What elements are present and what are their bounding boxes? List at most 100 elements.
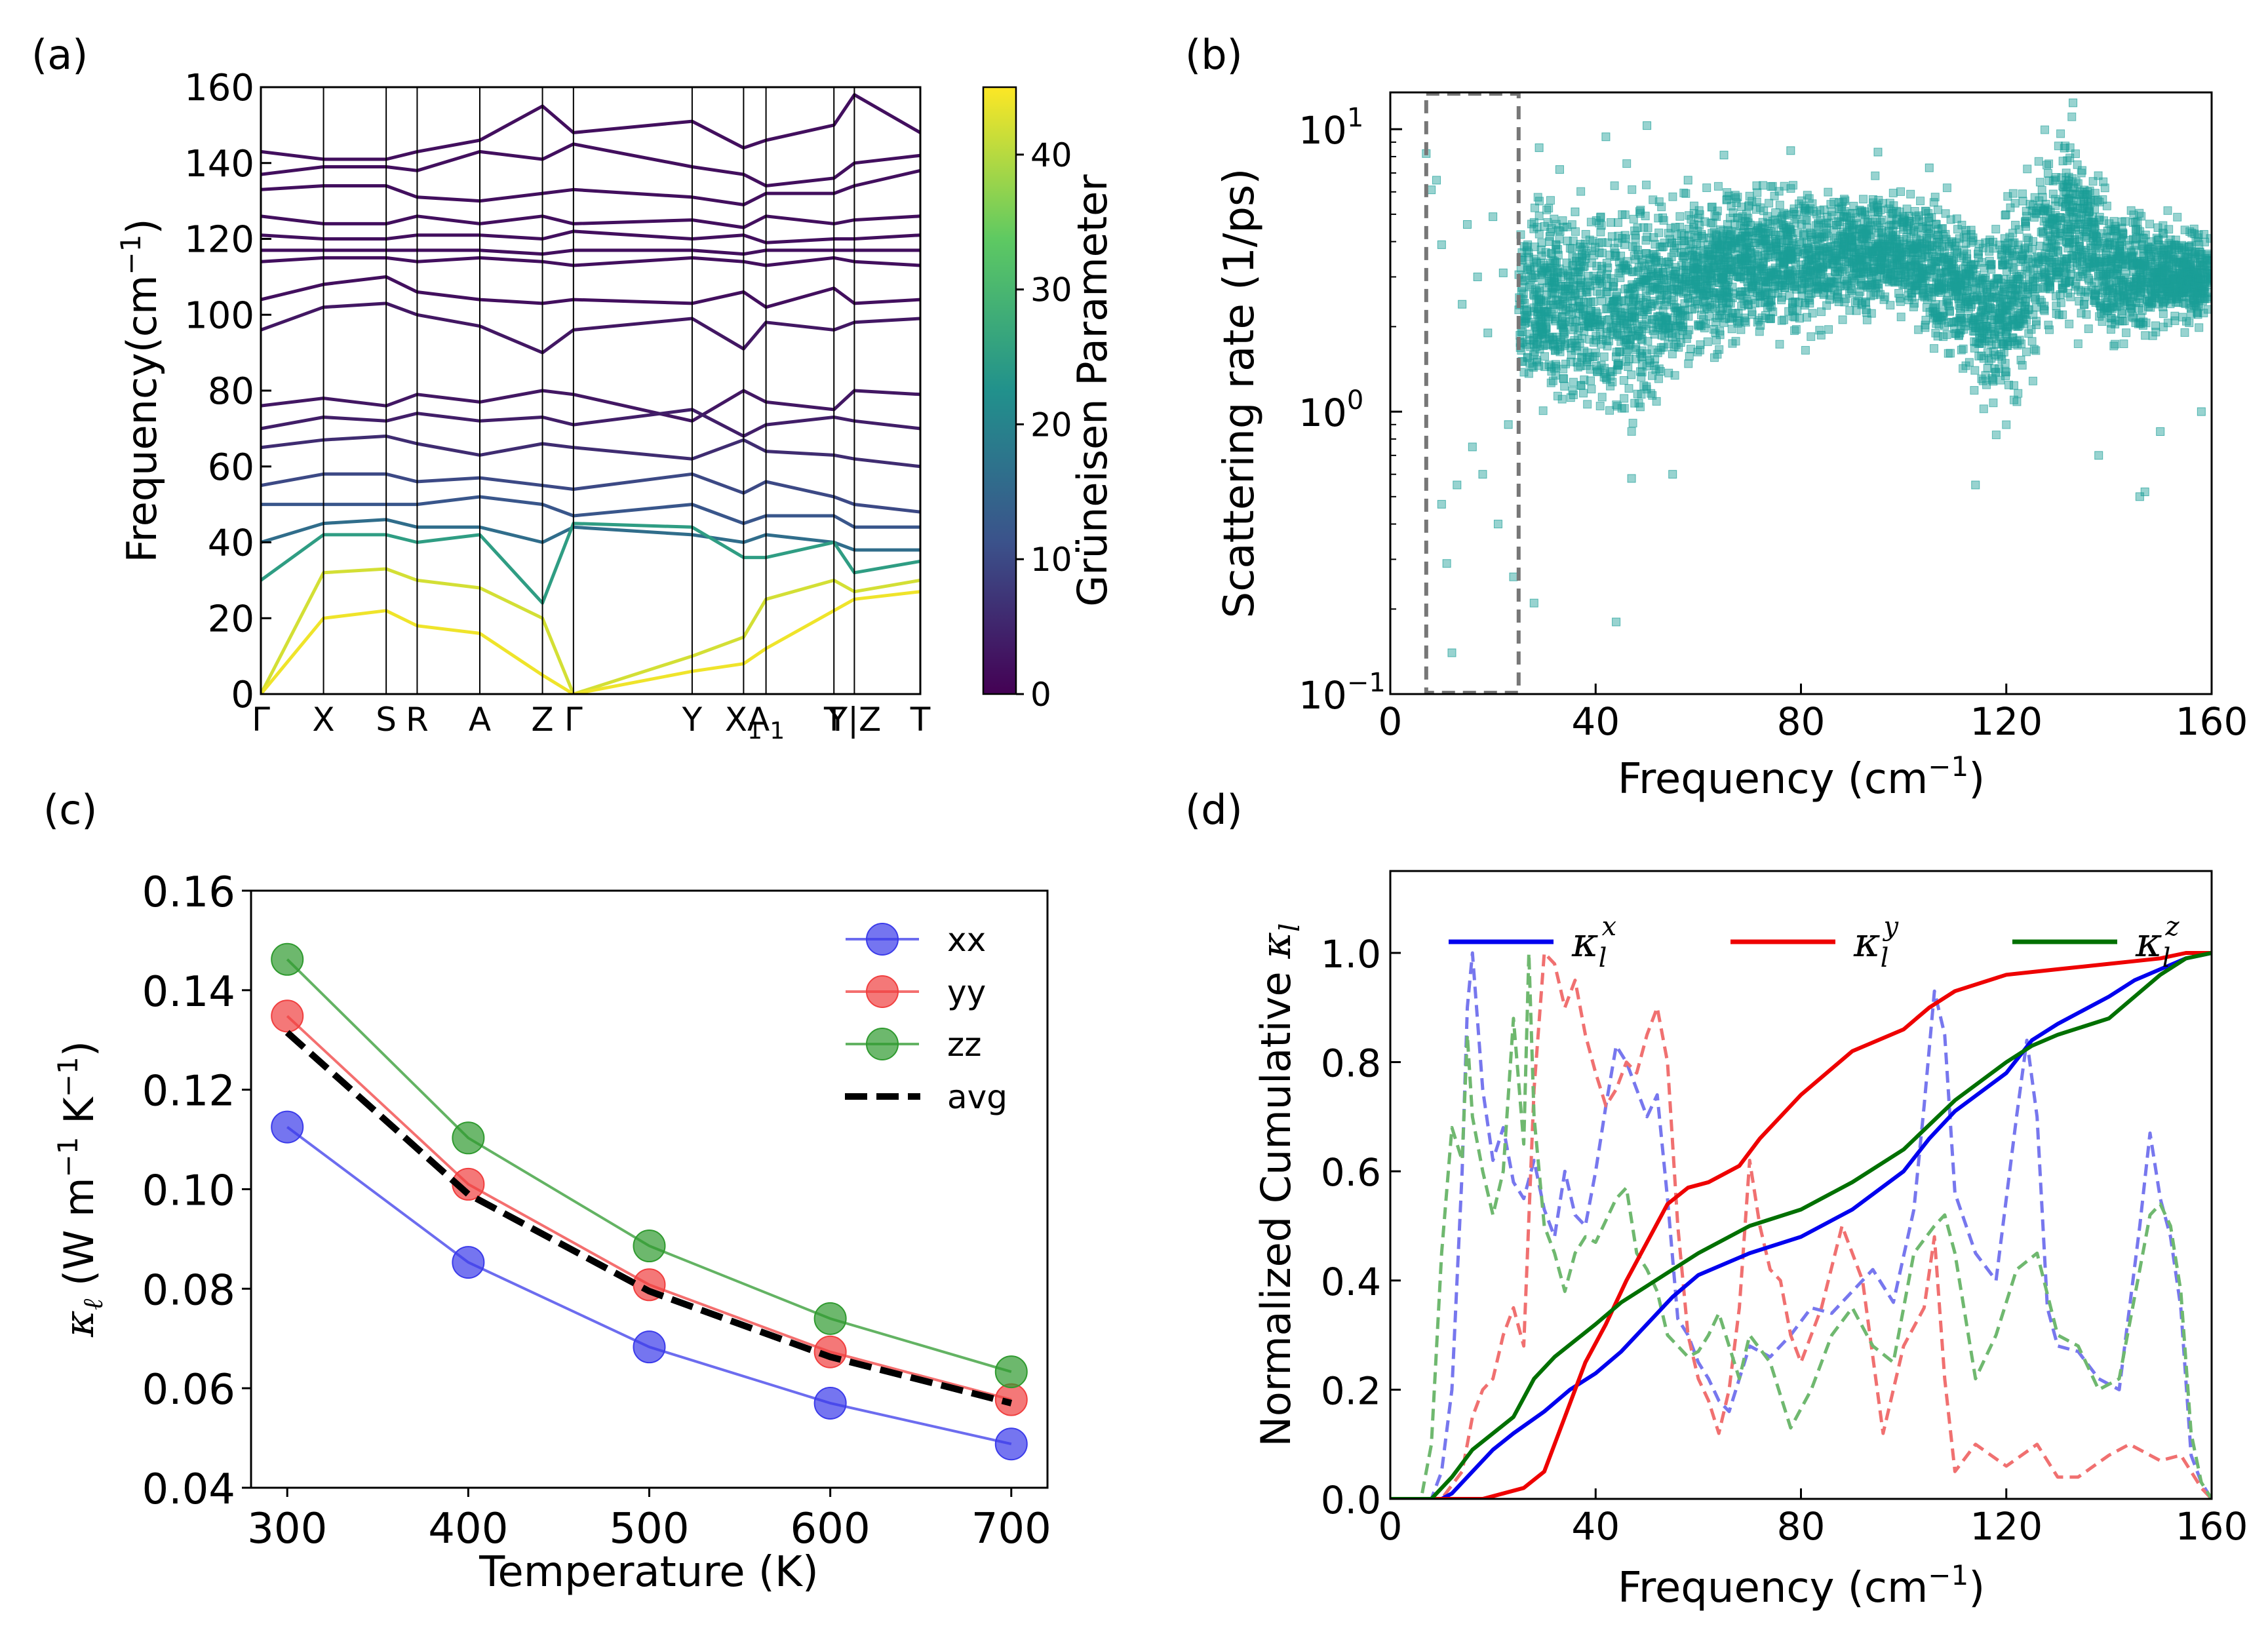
scatter-point bbox=[1689, 209, 1698, 218]
scatter-point bbox=[1906, 229, 1915, 238]
scatter-point bbox=[1896, 187, 1906, 196]
scatter-point bbox=[1925, 163, 1934, 172]
scatter-point bbox=[2077, 197, 2086, 206]
scatter-point bbox=[1613, 218, 1622, 227]
scatter-point bbox=[1676, 307, 1685, 317]
scatter-point bbox=[1839, 242, 1848, 252]
scatter-point bbox=[1713, 206, 1722, 216]
kpoint-label: A1 bbox=[747, 701, 785, 745]
scatter-point bbox=[1527, 220, 1536, 229]
scatter-point bbox=[2018, 189, 2027, 199]
scatter-point bbox=[2045, 325, 2054, 334]
scatter-point bbox=[1655, 284, 1664, 294]
scatter-point bbox=[1462, 220, 1472, 229]
scatter-point bbox=[1680, 280, 1689, 289]
scatter-point bbox=[1877, 226, 1886, 235]
scatter-point bbox=[1734, 213, 1743, 222]
scatter-point bbox=[1557, 395, 1567, 404]
scatter-point bbox=[1659, 343, 1668, 352]
scatter-point bbox=[1653, 312, 1662, 321]
colorbar-tick-label: 20 bbox=[1030, 406, 1072, 444]
scatter-point bbox=[1997, 313, 2006, 322]
scatter-point bbox=[1934, 235, 1944, 244]
scatter-point bbox=[2147, 242, 2156, 252]
scatter-point bbox=[2159, 309, 2168, 319]
scatter-point bbox=[2076, 272, 2085, 281]
scatter-point bbox=[1765, 297, 1774, 306]
marker-xx bbox=[633, 1330, 666, 1364]
scatter-point bbox=[1622, 348, 1631, 357]
scatter-point bbox=[1683, 294, 1692, 303]
scatter-point bbox=[1888, 189, 1898, 198]
legend-label: yy bbox=[947, 973, 986, 1011]
scatter-point bbox=[1775, 201, 1784, 210]
scatter-point bbox=[1643, 223, 1652, 232]
scatter-point bbox=[2022, 222, 2031, 231]
panel-d-ylabel: Normalized Cumulative κl bbox=[1252, 923, 1306, 1447]
scatter-point bbox=[1478, 470, 1487, 479]
scatter-point bbox=[1669, 300, 1678, 309]
scatter-point bbox=[1768, 182, 1777, 191]
scatter-point bbox=[1755, 298, 1765, 307]
scatter-point bbox=[1589, 297, 1598, 306]
scatter-point bbox=[1632, 280, 1641, 289]
scatter-point bbox=[1833, 294, 1842, 303]
scatter-point bbox=[2148, 331, 2157, 340]
ytick-label: 101 bbox=[1299, 103, 1363, 153]
scatter-point bbox=[1759, 181, 1768, 190]
scatter-point bbox=[1649, 233, 1658, 242]
marker-yy bbox=[994, 1383, 1028, 1416]
scatter-point bbox=[1559, 364, 1568, 374]
scatter-point bbox=[1970, 366, 1980, 375]
scatter-point bbox=[2100, 184, 2109, 193]
scatter-point bbox=[1774, 246, 1783, 255]
scatter-point bbox=[1721, 271, 1730, 280]
scatter-point bbox=[1752, 197, 1761, 206]
scatter-point bbox=[1786, 146, 1795, 155]
scatter-point bbox=[1703, 337, 1712, 346]
scatter-point bbox=[1587, 258, 1596, 267]
scatter-point bbox=[1708, 229, 1717, 238]
xtick-label: 160 bbox=[2176, 1504, 2248, 1549]
scatter-point bbox=[1640, 262, 1649, 271]
scatter-point bbox=[1952, 214, 1961, 223]
scatter-point bbox=[1991, 431, 2001, 440]
scatter-point bbox=[2051, 173, 2060, 182]
scatter-point bbox=[1671, 263, 1680, 272]
scatter-point bbox=[1648, 371, 1657, 380]
scatter-point bbox=[1985, 292, 1994, 301]
scatter-point bbox=[1597, 296, 1607, 305]
scatter-point bbox=[2126, 206, 2136, 215]
scatter-point bbox=[1610, 244, 1619, 253]
scatter-point bbox=[1619, 321, 1628, 330]
scatter-point bbox=[1619, 376, 1628, 385]
scatter-point bbox=[1607, 218, 1616, 227]
scatter-point bbox=[1712, 288, 1721, 297]
scatter-point bbox=[2038, 193, 2047, 202]
scatter-point bbox=[2013, 322, 2022, 331]
scatter-point bbox=[2002, 420, 2011, 429]
scatter-point bbox=[2054, 310, 2063, 319]
scatter-point bbox=[1858, 228, 1867, 237]
scatter-point bbox=[1976, 312, 1985, 321]
scatter-point bbox=[1908, 248, 1917, 257]
scatter-point bbox=[1912, 240, 1921, 249]
scatter-point bbox=[1675, 315, 1685, 324]
scatter-point bbox=[1700, 276, 1709, 285]
scatter-point bbox=[2174, 258, 2183, 267]
scatter-point bbox=[1529, 598, 1538, 608]
scatter-point bbox=[2184, 242, 2193, 252]
scatter-point bbox=[1939, 332, 1948, 341]
scatter-point bbox=[1938, 242, 1947, 251]
scatter-point bbox=[1706, 218, 1715, 227]
scatter-point bbox=[1740, 257, 1750, 266]
scatter-point bbox=[1526, 265, 1535, 275]
scatter-point bbox=[2138, 233, 2147, 242]
scatter-point bbox=[2134, 304, 2143, 313]
scatter-point bbox=[1841, 294, 1850, 303]
scatter-point bbox=[2004, 380, 2014, 389]
scatter-point bbox=[1579, 389, 1588, 398]
scatter-point bbox=[1528, 273, 1537, 282]
legend-label: κlx bbox=[1571, 912, 1616, 973]
scatter-point bbox=[1873, 147, 1883, 157]
